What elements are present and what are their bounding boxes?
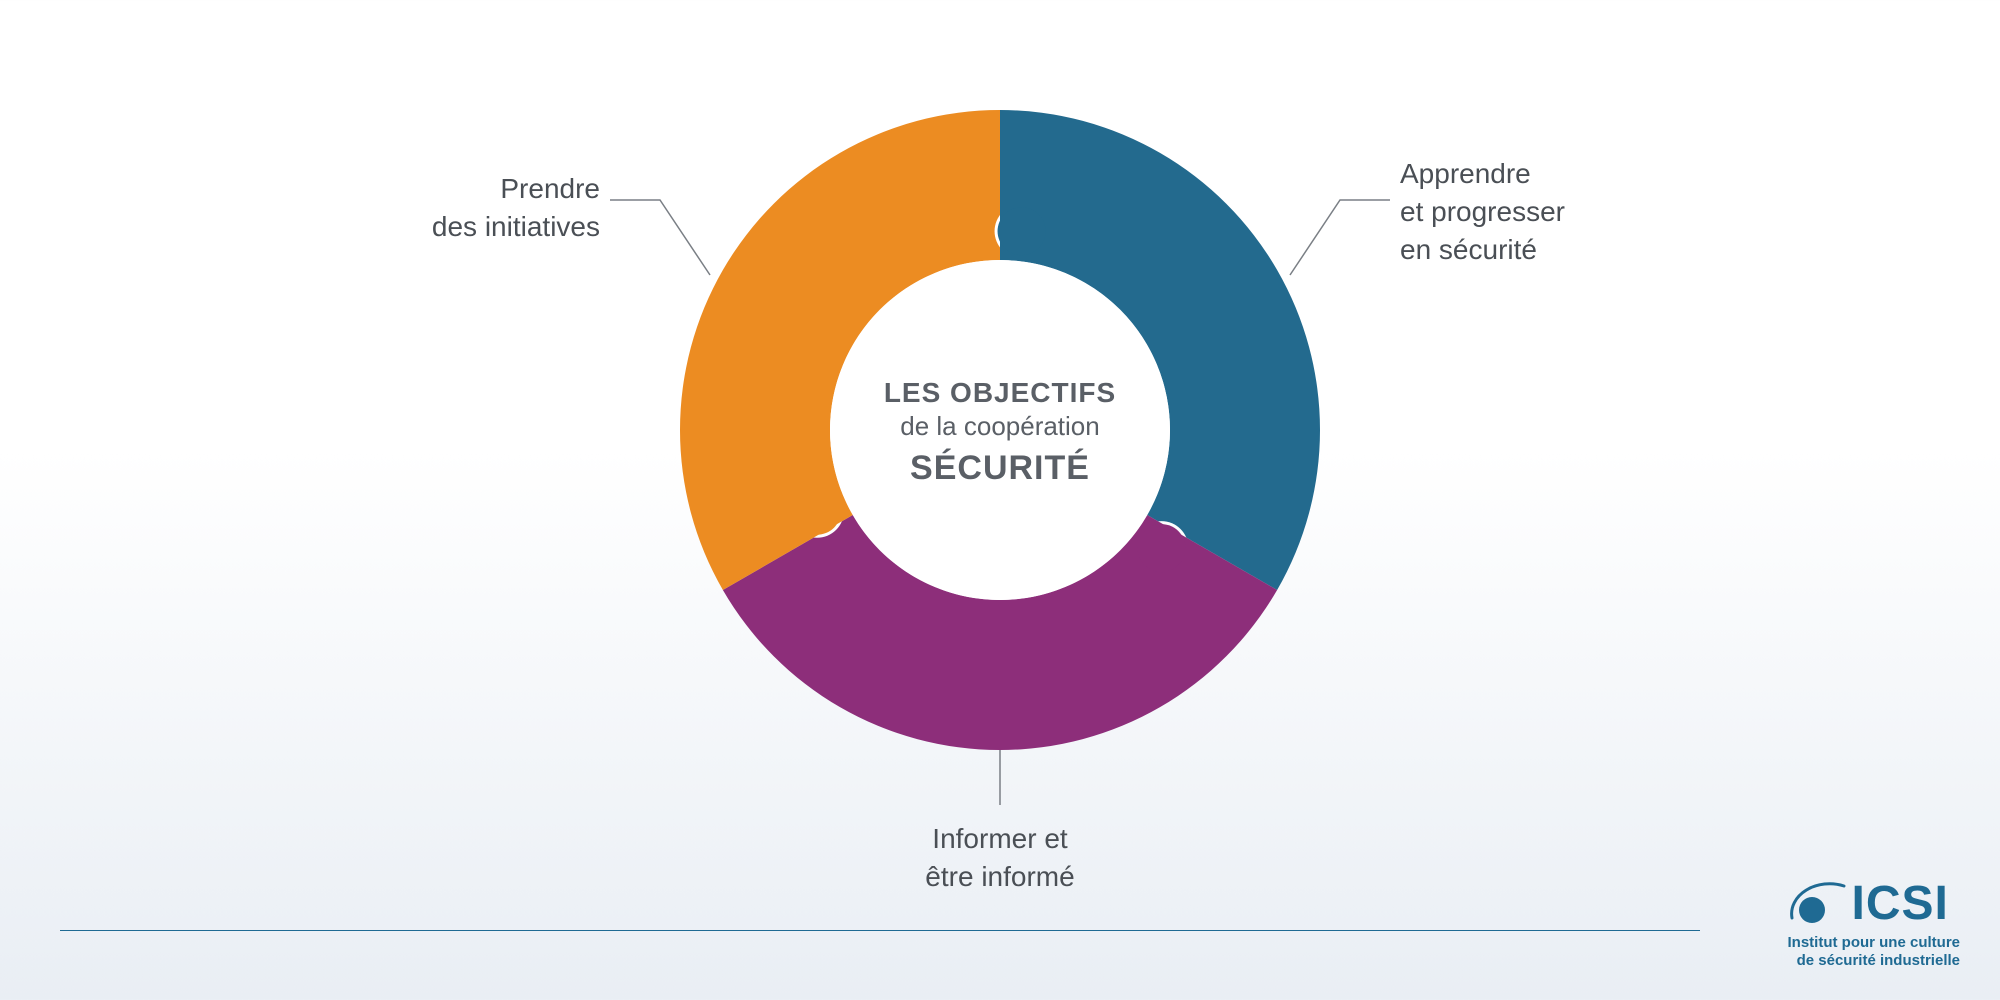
footer-divider: [60, 930, 1700, 931]
logo-tag2: de sécurité industrielle: [1797, 952, 1960, 969]
logo-name: ICSI: [1852, 880, 1949, 928]
icsi-logo: ICSI Institut pour une culture de sécuri…: [1788, 874, 1961, 970]
infographic-canvas: LES OBJECTIFS de la coopération SÉCURITÉ…: [0, 0, 2000, 1000]
logo-tag1: Institut pour une culture: [1788, 934, 1961, 951]
center-line1: LES OBJECTIFS: [830, 375, 1170, 410]
leader-apprendre: [1290, 200, 1390, 275]
leader-prendre: [610, 200, 710, 275]
label-informer: Informer et être informé: [800, 820, 1200, 896]
knob-informer: [1137, 524, 1185, 572]
center-line3: SÉCURITÉ: [830, 447, 1170, 490]
knob-apprendre: [998, 207, 1046, 255]
label-prendre: Prendre des initiatives: [432, 170, 600, 246]
logo-mark: [1788, 874, 1848, 928]
center-title: LES OBJECTIFS de la coopération SÉCURITÉ: [830, 375, 1170, 489]
logo-tagline: Institut pour une culture de sécurité in…: [1788, 934, 1961, 970]
knob-prendre: [793, 487, 841, 535]
label-apprendre: Apprendre et progresser en sécurité: [1400, 155, 1565, 268]
center-line2: de la coopération: [830, 410, 1170, 443]
